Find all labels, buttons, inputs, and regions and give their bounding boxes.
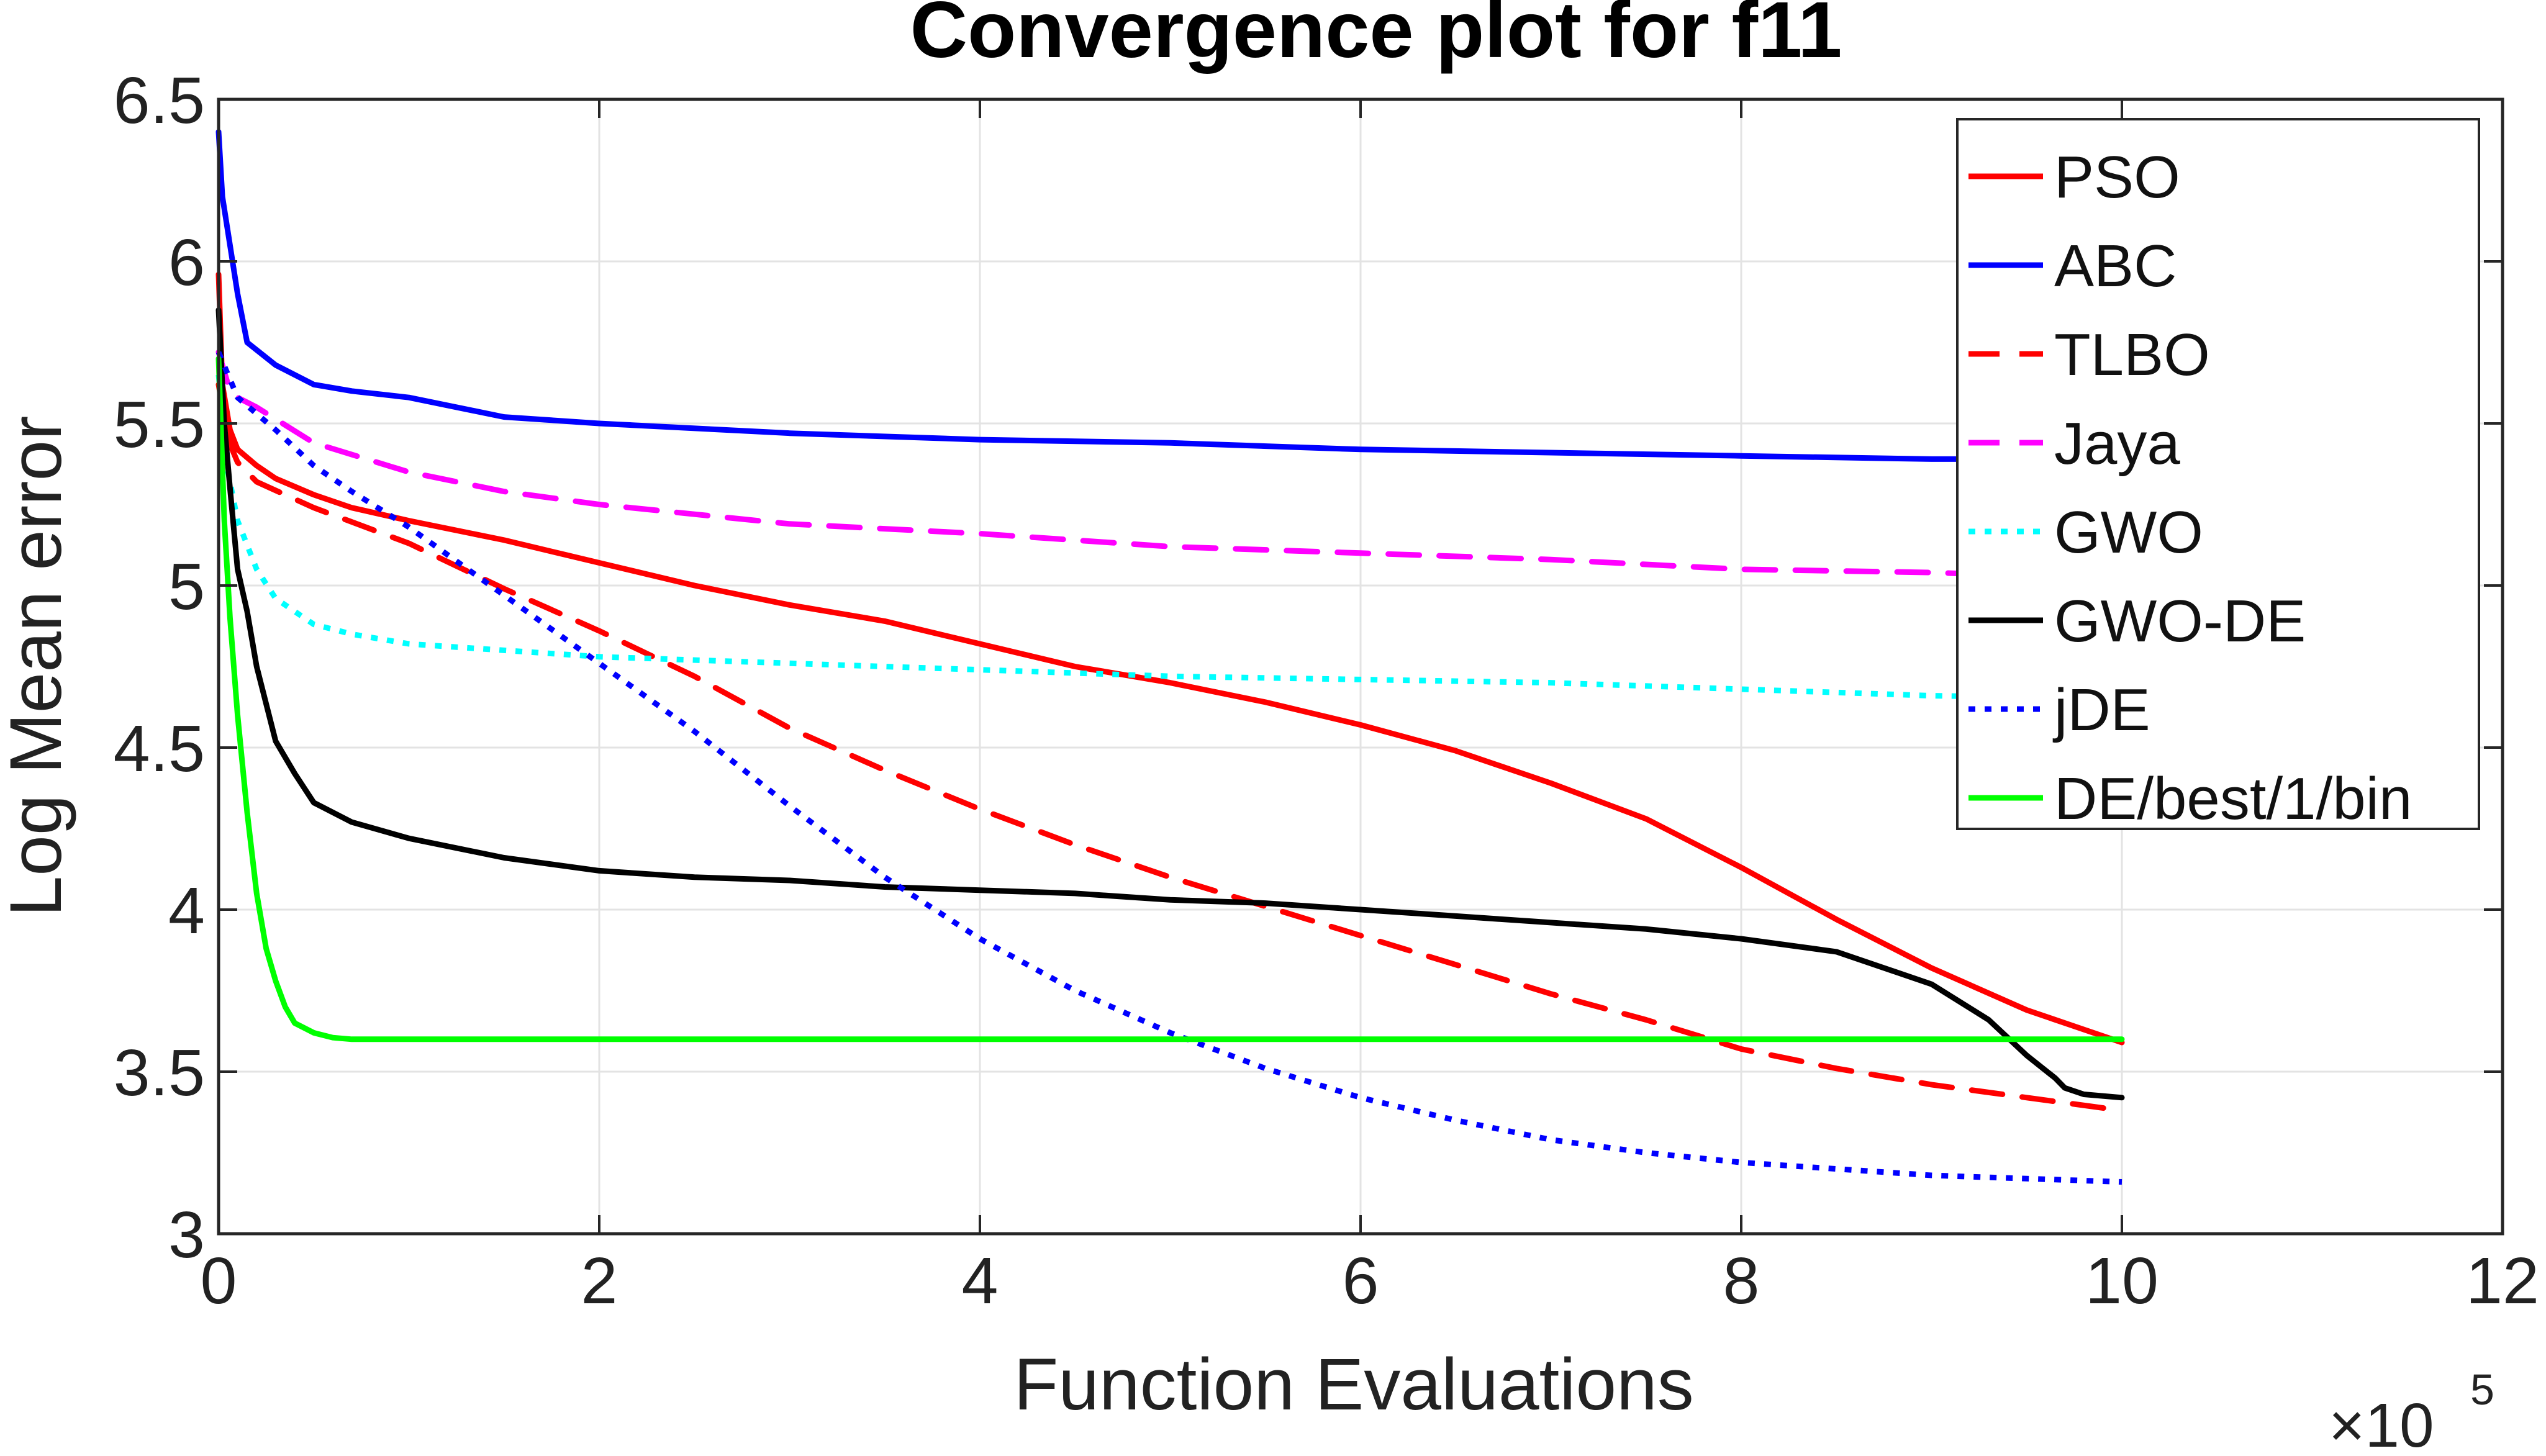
y-tick-label: 6.5	[114, 64, 205, 137]
legend-label-tlbo: TLBO	[2054, 322, 2210, 388]
series-line-tlbo	[215, 381, 2125, 1114]
series-line-jde	[215, 351, 2122, 1185]
x-axis-label: Function Evaluations	[1013, 1344, 1693, 1426]
x-axis-multiplier: ×10	[2329, 1391, 2434, 1456]
y-tick-label: 4	[168, 874, 205, 947]
x-axis-multiplier-exponent: 5	[2470, 1365, 2494, 1414]
x-tick-label: 12	[2466, 1244, 2539, 1318]
legend-label-jaya: Jaya	[2054, 410, 2180, 477]
y-tick-label: 3.5	[114, 1036, 205, 1110]
y-tick-label: 5	[168, 550, 205, 623]
series-line-gwo-de	[215, 307, 2125, 1101]
series-line-de-best-1-bin	[215, 356, 2125, 1042]
series-line-abc	[215, 129, 2125, 462]
series-lines	[215, 129, 2125, 1185]
y-axis-label: Log Mean error	[0, 416, 77, 917]
y-tick-label: 6	[168, 226, 205, 299]
y-tick-label: 4.5	[114, 712, 205, 785]
legend-box	[1956, 118, 2480, 830]
x-tick-label: 6	[1343, 1244, 1379, 1318]
series-line-gwo	[215, 374, 2122, 702]
legend-label-pso: PSO	[2054, 144, 2180, 210]
chart-title: Convergence plot for f11	[910, 0, 1842, 75]
legend-label-gwo-de: GWO-DE	[2054, 588, 2306, 654]
x-tick-label: 2	[581, 1244, 618, 1318]
x-tick-label: 10	[2085, 1244, 2159, 1318]
series-line-pso	[215, 271, 2125, 1046]
x-tick-label: 8	[1723, 1244, 1760, 1318]
legend-label-gwo: GWO	[2054, 499, 2203, 566]
axis-ticks: 0 2 4 6 8 10 12 3 3.5 4 4.5 5 5.5 6 6.5	[114, 64, 2539, 1318]
y-tick-label: 5.5	[114, 388, 205, 461]
y-tick-label: 3	[168, 1198, 205, 1272]
x-tick-label: 0	[201, 1244, 237, 1318]
legend-label-de-best-1-bin: DE/best/1/bin	[2054, 766, 2412, 832]
legend-label-jde: jDE	[2052, 677, 2150, 743]
legend-label-abc: ABC	[2054, 233, 2177, 299]
legend: PSO ABC TLBO Jaya GWO GWO-DE jDE DE/best/1/bin	[1956, 118, 2480, 832]
x-tick-label: 4	[962, 1244, 999, 1318]
series-line-jaya	[215, 349, 2125, 582]
